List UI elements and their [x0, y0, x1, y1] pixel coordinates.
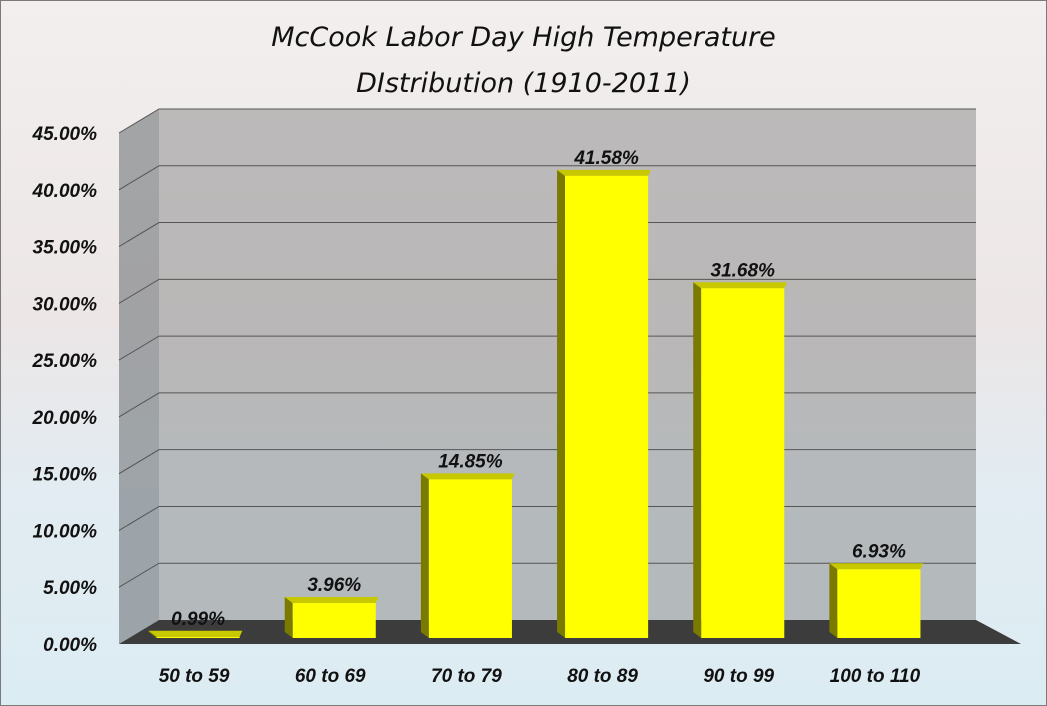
y-tick-label: 0.00% — [43, 635, 97, 656]
bar — [156, 636, 240, 638]
bar — [701, 288, 785, 638]
gridline — [118, 222, 976, 247]
bar-side — [284, 597, 293, 638]
bar-side — [420, 473, 429, 638]
bar-top — [284, 597, 379, 604]
x-category-label: 50 to 59 — [159, 666, 230, 687]
gridline — [118, 108, 976, 134]
y-tick-label: 45.00% — [32, 124, 98, 145]
x-category-label: 100 to 110 — [830, 666, 921, 687]
bar-top — [829, 563, 924, 570]
y-tick-label: 35.00% — [33, 238, 98, 259]
bar-side — [693, 282, 702, 638]
y-tick-label: 5.00% — [43, 578, 97, 599]
bar-side — [557, 169, 566, 638]
x-category-label: 70 to 79 — [431, 666, 502, 687]
y-tick-label: 10.00% — [33, 521, 98, 542]
data-label: 41.58% — [573, 148, 639, 169]
bar — [565, 175, 649, 638]
bar-top — [420, 473, 515, 480]
chart-title-line-2: DIstribution (1910-2011) — [356, 68, 691, 99]
bar-side — [148, 630, 157, 638]
bar-top — [557, 169, 651, 176]
data-label: 3.96% — [307, 575, 361, 596]
chart-title-line-1: McCook Labor Day High Temperature — [271, 22, 776, 53]
bar-side — [829, 563, 838, 638]
data-label: 0.99% — [171, 609, 225, 630]
side-wall — [119, 109, 159, 644]
data-label: 31.68% — [711, 260, 776, 281]
bar — [292, 603, 376, 638]
y-tick-label: 15.00% — [33, 465, 98, 486]
gridline — [118, 278, 976, 304]
chart-title: McCook Labor Day High Temperature DIstri… — [1, 15, 1046, 107]
gridline — [118, 165, 976, 191]
bar — [837, 569, 921, 638]
y-tick-label: 40.00% — [32, 181, 98, 202]
data-label: 6.93% — [852, 541, 906, 562]
y-tick-label: 20.00% — [32, 408, 98, 429]
data-label: 14.85% — [438, 451, 503, 472]
bar-top — [693, 282, 788, 289]
x-category-label: 90 to 99 — [703, 666, 774, 687]
y-tick-label: 30.00% — [33, 294, 98, 315]
bar-top — [148, 630, 243, 637]
x-category-label: 60 to 69 — [295, 666, 366, 687]
x-category-label: 80 to 89 — [567, 666, 638, 687]
bar — [428, 479, 512, 638]
y-tick-label: 25.00% — [32, 351, 98, 372]
